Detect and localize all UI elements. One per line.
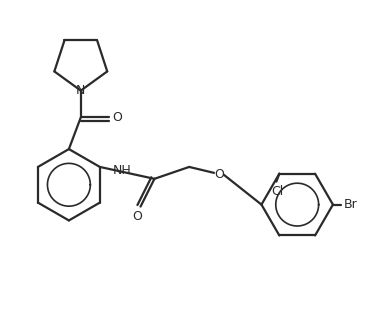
Text: Cl: Cl [271, 185, 284, 198]
Text: O: O [133, 210, 143, 223]
Text: Br: Br [344, 198, 358, 211]
Text: NH: NH [112, 165, 131, 178]
Text: O: O [214, 168, 224, 181]
Text: N: N [76, 84, 85, 97]
Text: O: O [113, 111, 122, 124]
